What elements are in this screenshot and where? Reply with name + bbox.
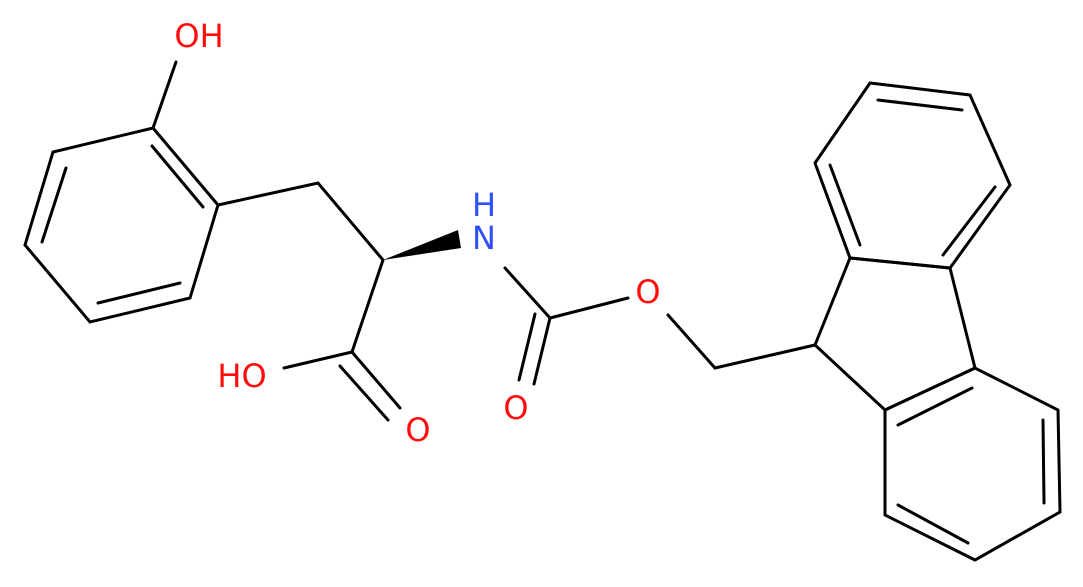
bonds	[23, 60, 1062, 562]
atom-label: OH	[174, 17, 223, 55]
atom-label: O	[503, 389, 528, 427]
atom-label: O	[405, 411, 430, 449]
atom-label: N	[472, 219, 496, 257]
atom-label: HO	[217, 357, 266, 395]
atom-label: H	[472, 186, 496, 224]
atom-label: O	[635, 273, 660, 311]
wedge-bond	[383, 230, 461, 260]
